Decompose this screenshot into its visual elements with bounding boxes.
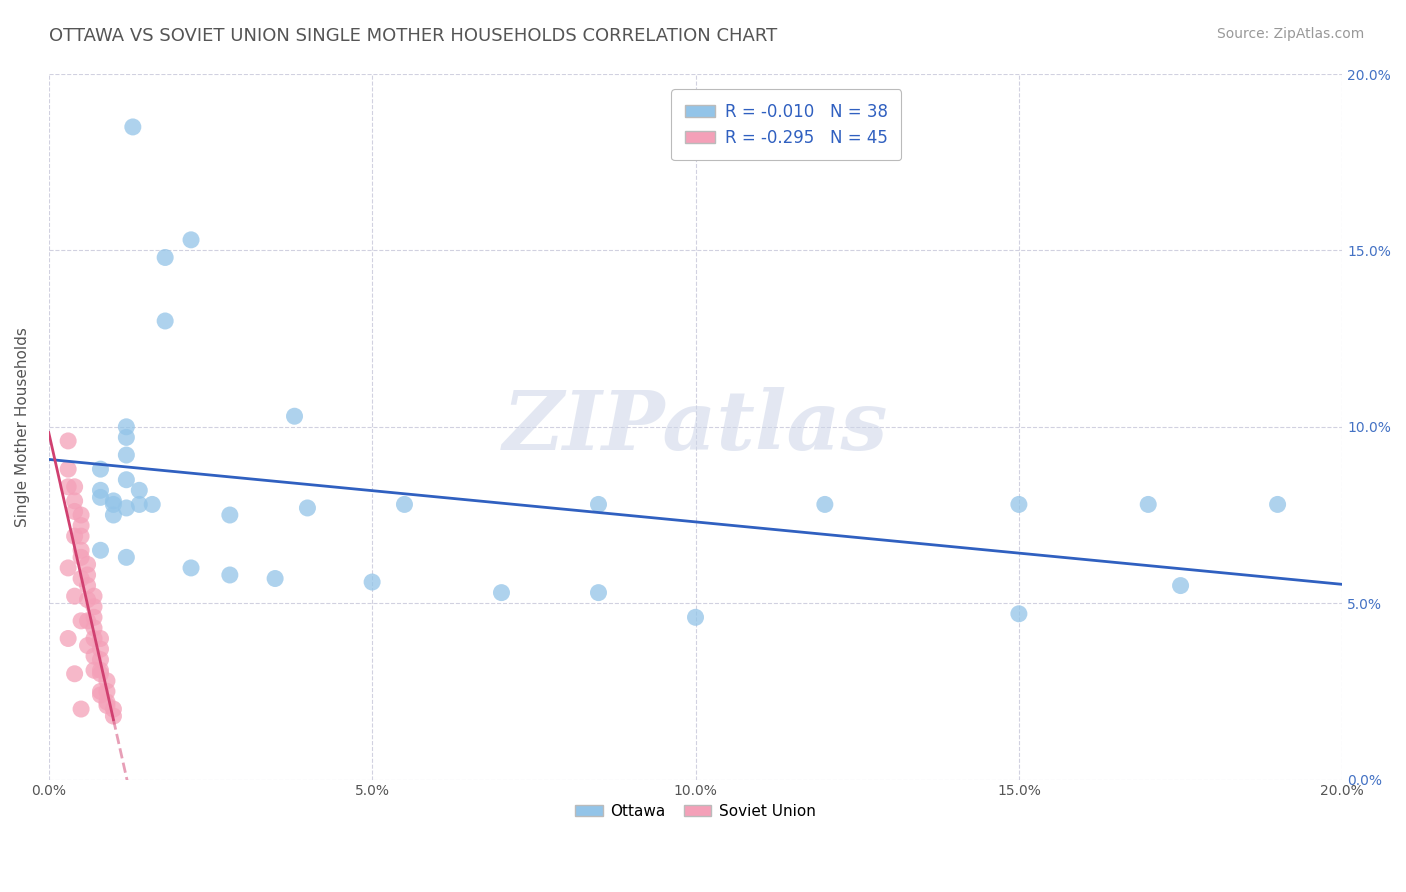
- Point: [70, 550, 93, 565]
- Point: [89, 653, 111, 667]
- Point: [1267, 498, 1289, 512]
- Point: [1137, 498, 1160, 512]
- Point: [361, 575, 384, 590]
- Point: [70, 614, 93, 628]
- Point: [1008, 607, 1031, 621]
- Point: [96, 684, 118, 698]
- Point: [63, 504, 86, 518]
- Y-axis label: Single Mother Households: Single Mother Households: [15, 326, 30, 527]
- Point: [76, 578, 98, 592]
- Point: [115, 430, 138, 444]
- Point: [115, 473, 138, 487]
- Point: [83, 663, 105, 677]
- Point: [56, 632, 79, 646]
- Point: [96, 698, 118, 713]
- Point: [89, 666, 111, 681]
- Point: [70, 572, 93, 586]
- Point: [76, 614, 98, 628]
- Text: Source: ZipAtlas.com: Source: ZipAtlas.com: [1216, 27, 1364, 41]
- Point: [56, 561, 79, 575]
- Point: [128, 498, 150, 512]
- Point: [89, 543, 111, 558]
- Point: [1008, 498, 1031, 512]
- Point: [83, 621, 105, 635]
- Point: [103, 508, 125, 522]
- Point: [115, 550, 138, 565]
- Point: [103, 702, 125, 716]
- Point: [588, 585, 610, 599]
- Point: [76, 639, 98, 653]
- Point: [180, 233, 202, 247]
- Point: [283, 409, 305, 424]
- Point: [89, 462, 111, 476]
- Point: [56, 462, 79, 476]
- Point: [491, 585, 513, 599]
- Point: [70, 702, 93, 716]
- Point: [180, 561, 202, 575]
- Text: ZIPatlas: ZIPatlas: [503, 387, 889, 467]
- Point: [63, 529, 86, 543]
- Point: [70, 543, 93, 558]
- Point: [96, 673, 118, 688]
- Point: [76, 558, 98, 572]
- Point: [96, 695, 118, 709]
- Point: [70, 508, 93, 522]
- Point: [89, 688, 111, 702]
- Point: [83, 599, 105, 614]
- Point: [83, 649, 105, 664]
- Point: [128, 483, 150, 498]
- Point: [70, 529, 93, 543]
- Point: [56, 434, 79, 448]
- Point: [394, 498, 416, 512]
- Point: [218, 508, 240, 522]
- Point: [297, 500, 319, 515]
- Point: [89, 642, 111, 657]
- Point: [103, 494, 125, 508]
- Point: [121, 120, 143, 134]
- Point: [153, 251, 176, 265]
- Point: [115, 448, 138, 462]
- Point: [83, 632, 105, 646]
- Point: [115, 500, 138, 515]
- Point: [83, 589, 105, 603]
- Point: [89, 684, 111, 698]
- Point: [83, 610, 105, 624]
- Point: [264, 572, 287, 586]
- Point: [63, 589, 86, 603]
- Point: [103, 709, 125, 723]
- Point: [56, 480, 79, 494]
- Point: [685, 610, 707, 624]
- Point: [76, 592, 98, 607]
- Point: [89, 491, 111, 505]
- Text: OTTAWA VS SOVIET UNION SINGLE MOTHER HOUSEHOLDS CORRELATION CHART: OTTAWA VS SOVIET UNION SINGLE MOTHER HOU…: [49, 27, 778, 45]
- Point: [89, 663, 111, 677]
- Point: [63, 480, 86, 494]
- Point: [115, 419, 138, 434]
- Point: [1170, 578, 1192, 592]
- Point: [63, 666, 86, 681]
- Point: [63, 494, 86, 508]
- Point: [218, 568, 240, 582]
- Legend: Ottawa, Soviet Union: Ottawa, Soviet Union: [569, 797, 823, 825]
- Point: [588, 498, 610, 512]
- Point: [76, 568, 98, 582]
- Point: [141, 498, 163, 512]
- Point: [153, 314, 176, 328]
- Point: [70, 518, 93, 533]
- Point: [89, 632, 111, 646]
- Point: [814, 498, 837, 512]
- Point: [89, 483, 111, 498]
- Point: [103, 498, 125, 512]
